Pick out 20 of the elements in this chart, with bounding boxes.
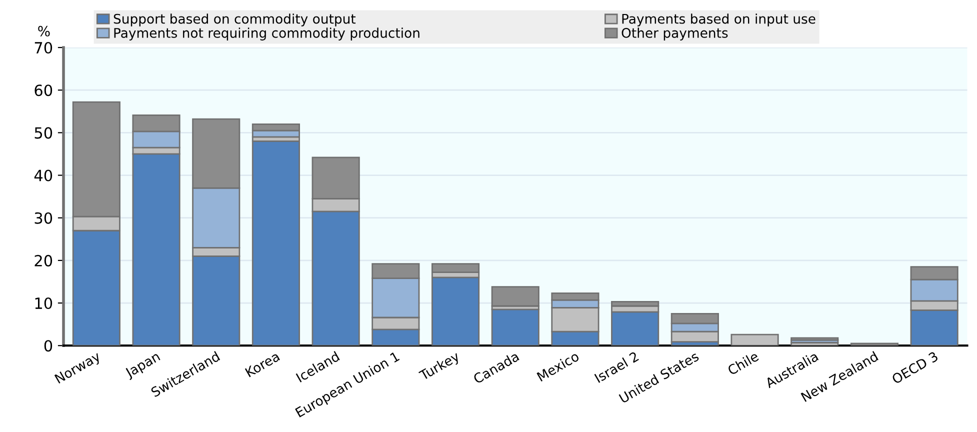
bar (491, 286, 540, 307)
bar (790, 337, 839, 341)
y-axis-title: % (38, 26, 50, 36)
y-tick-label: 20 (34, 254, 52, 266)
y-tick-label: 70 (34, 42, 52, 54)
bar (431, 276, 480, 346)
legend-label: Payments not requiring commodity production (114, 28, 420, 40)
y-tick-label: 50 (34, 127, 52, 139)
legend-label: Payments based on input use (622, 14, 816, 26)
y-tick-label: 0 (44, 340, 52, 352)
y-tick-label: 10 (35, 297, 52, 310)
bar (730, 334, 779, 346)
bar (252, 140, 300, 346)
y-tick-label: 40 (34, 170, 52, 182)
y-tick-label: 60 (34, 84, 52, 96)
bar (491, 308, 540, 346)
legend-label: Other payments (622, 28, 728, 40)
legend-label: Support based on commodity output (114, 14, 356, 26)
x-tick-label: Chile (726, 350, 760, 376)
y-tick-label: 30 (34, 212, 52, 224)
